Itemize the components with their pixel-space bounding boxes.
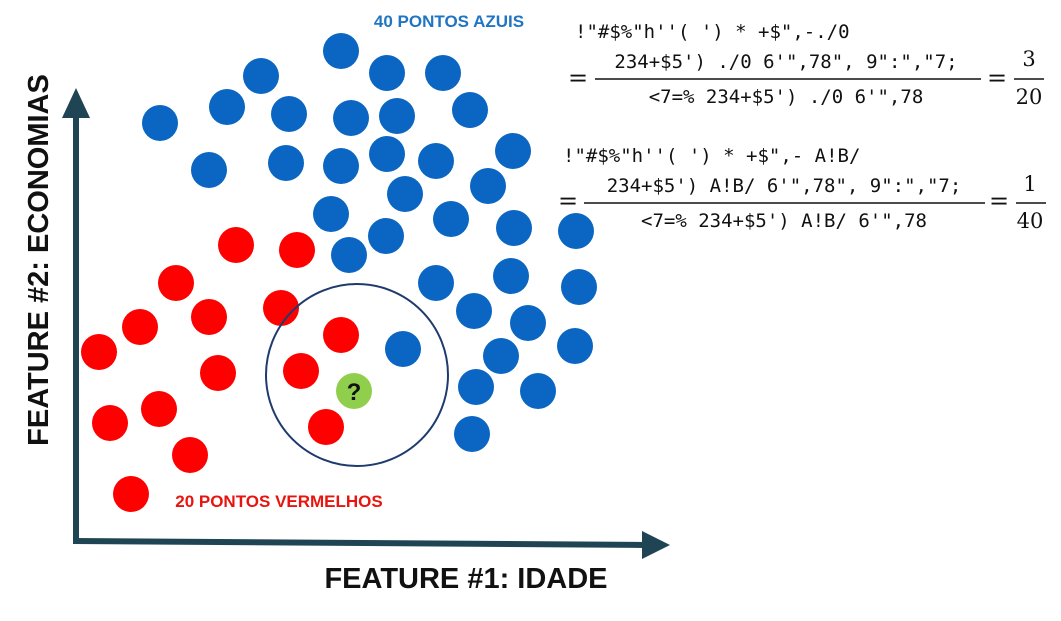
formula-red-numerator: 234+$5') ./0 6'",78", 9":","7; (614, 51, 957, 73)
blue-point-26 (493, 258, 529, 294)
y-axis-arrowhead (62, 88, 90, 118)
red-point-2 (279, 232, 315, 268)
blue-point-14 (369, 136, 405, 172)
blue-point-4 (243, 58, 279, 94)
blue-point-5 (209, 89, 245, 125)
red-point-3 (158, 265, 194, 301)
blue-point-11 (191, 152, 227, 188)
red-point-1 (218, 227, 254, 263)
blue-point-7 (271, 96, 307, 132)
x-axis-arrowhead (642, 531, 670, 559)
formula-red-result-numerator: 3 (1022, 47, 1035, 71)
blue-point-35 (454, 416, 490, 452)
formula-red: !"#$%"h''( ') * +$",-./0 = 234+$5') ./0 … (568, 21, 1044, 109)
formula-blue-denominator: <7=% 234+$5') A!B/ 6'",78 (641, 210, 927, 232)
x-axis-line (72, 538, 646, 548)
query-point: ? (336, 373, 372, 409)
blue-point-8 (333, 100, 369, 136)
blue-point-18 (470, 168, 506, 204)
red-point-4 (122, 309, 158, 345)
blue-point-2 (369, 55, 405, 91)
red-point-7 (323, 317, 359, 353)
blue-point-25 (418, 265, 454, 301)
blue-point-22 (496, 210, 532, 246)
blue-point-32 (557, 328, 593, 364)
blue-point-13 (323, 148, 359, 184)
red-points (81, 227, 359, 512)
blue-point-10 (452, 92, 488, 128)
red-point-9 (200, 355, 236, 391)
blue-point-33 (458, 369, 494, 405)
blue-point-3 (425, 55, 461, 91)
formula-blue-title: !"#$%"h''( ') * +$",- A!B/ (563, 145, 860, 167)
blue-point-28 (456, 293, 492, 329)
red-point-8 (81, 334, 117, 370)
blue-point-31 (483, 338, 519, 374)
formula-red-title: !"#$%"h''( ') * +$",-./0 (575, 21, 850, 43)
formula-blue-result-equals: = (989, 187, 1009, 215)
red-point-13 (172, 437, 208, 473)
blue-point-34 (520, 373, 556, 409)
blue-points (142, 33, 597, 452)
blue-point-24 (331, 237, 367, 273)
red-point-15 (113, 476, 149, 512)
red-point-6 (263, 290, 299, 326)
blue-point-21 (433, 201, 469, 237)
blue-point-17 (387, 176, 423, 212)
blue-point-27 (561, 269, 597, 305)
red-point-5 (191, 299, 227, 335)
red-count-label: 20 PONTOS VERMELHOS (175, 492, 383, 511)
axes (62, 88, 670, 559)
blue-point-30 (385, 331, 421, 367)
red-point-10 (283, 353, 319, 389)
blue-point-23 (558, 213, 594, 249)
formula-blue: !"#$%"h''( ') * +$",- A!B/ = 234+$5') A!… (558, 145, 1046, 233)
blue-point-1 (323, 33, 359, 69)
formula-blue-result-numerator: 1 (1023, 172, 1036, 196)
red-point-12 (92, 405, 128, 441)
blue-point-20 (368, 218, 404, 254)
blue-point-12 (268, 145, 304, 181)
blue-point-29 (510, 305, 546, 341)
formula-blue-equals: = (558, 187, 578, 215)
red-point-14 (308, 409, 344, 445)
formula-red-result-denominator: 20 (1016, 85, 1043, 109)
blue-point-16 (495, 133, 531, 169)
blue-count-label: 40 PONTOS AZUIS (374, 12, 524, 31)
x-axis-label: FEATURE #1: IDADE (324, 563, 607, 595)
blue-point-15 (418, 143, 454, 179)
formula-blue-numerator: 234+$5') A!B/ 6'",78", 9":","7; (607, 175, 962, 197)
blue-point-9 (379, 98, 415, 134)
formula-blue-result-denominator: 40 (1017, 209, 1044, 233)
formula-red-result-equals: = (987, 64, 1007, 92)
neighborhood-circle (265, 283, 449, 467)
query-point-circle (336, 373, 372, 409)
y-axis-label: FEATURE #2: ECONOMIAS (23, 74, 55, 446)
red-point-11 (141, 391, 177, 427)
blue-point-6 (142, 105, 178, 141)
formula-red-denominator: <7=% 234+$5') ./0 6'",78 (649, 86, 924, 108)
query-mark: ? (347, 379, 362, 406)
formula-red-equals: = (568, 64, 588, 92)
blue-point-19 (313, 196, 349, 232)
